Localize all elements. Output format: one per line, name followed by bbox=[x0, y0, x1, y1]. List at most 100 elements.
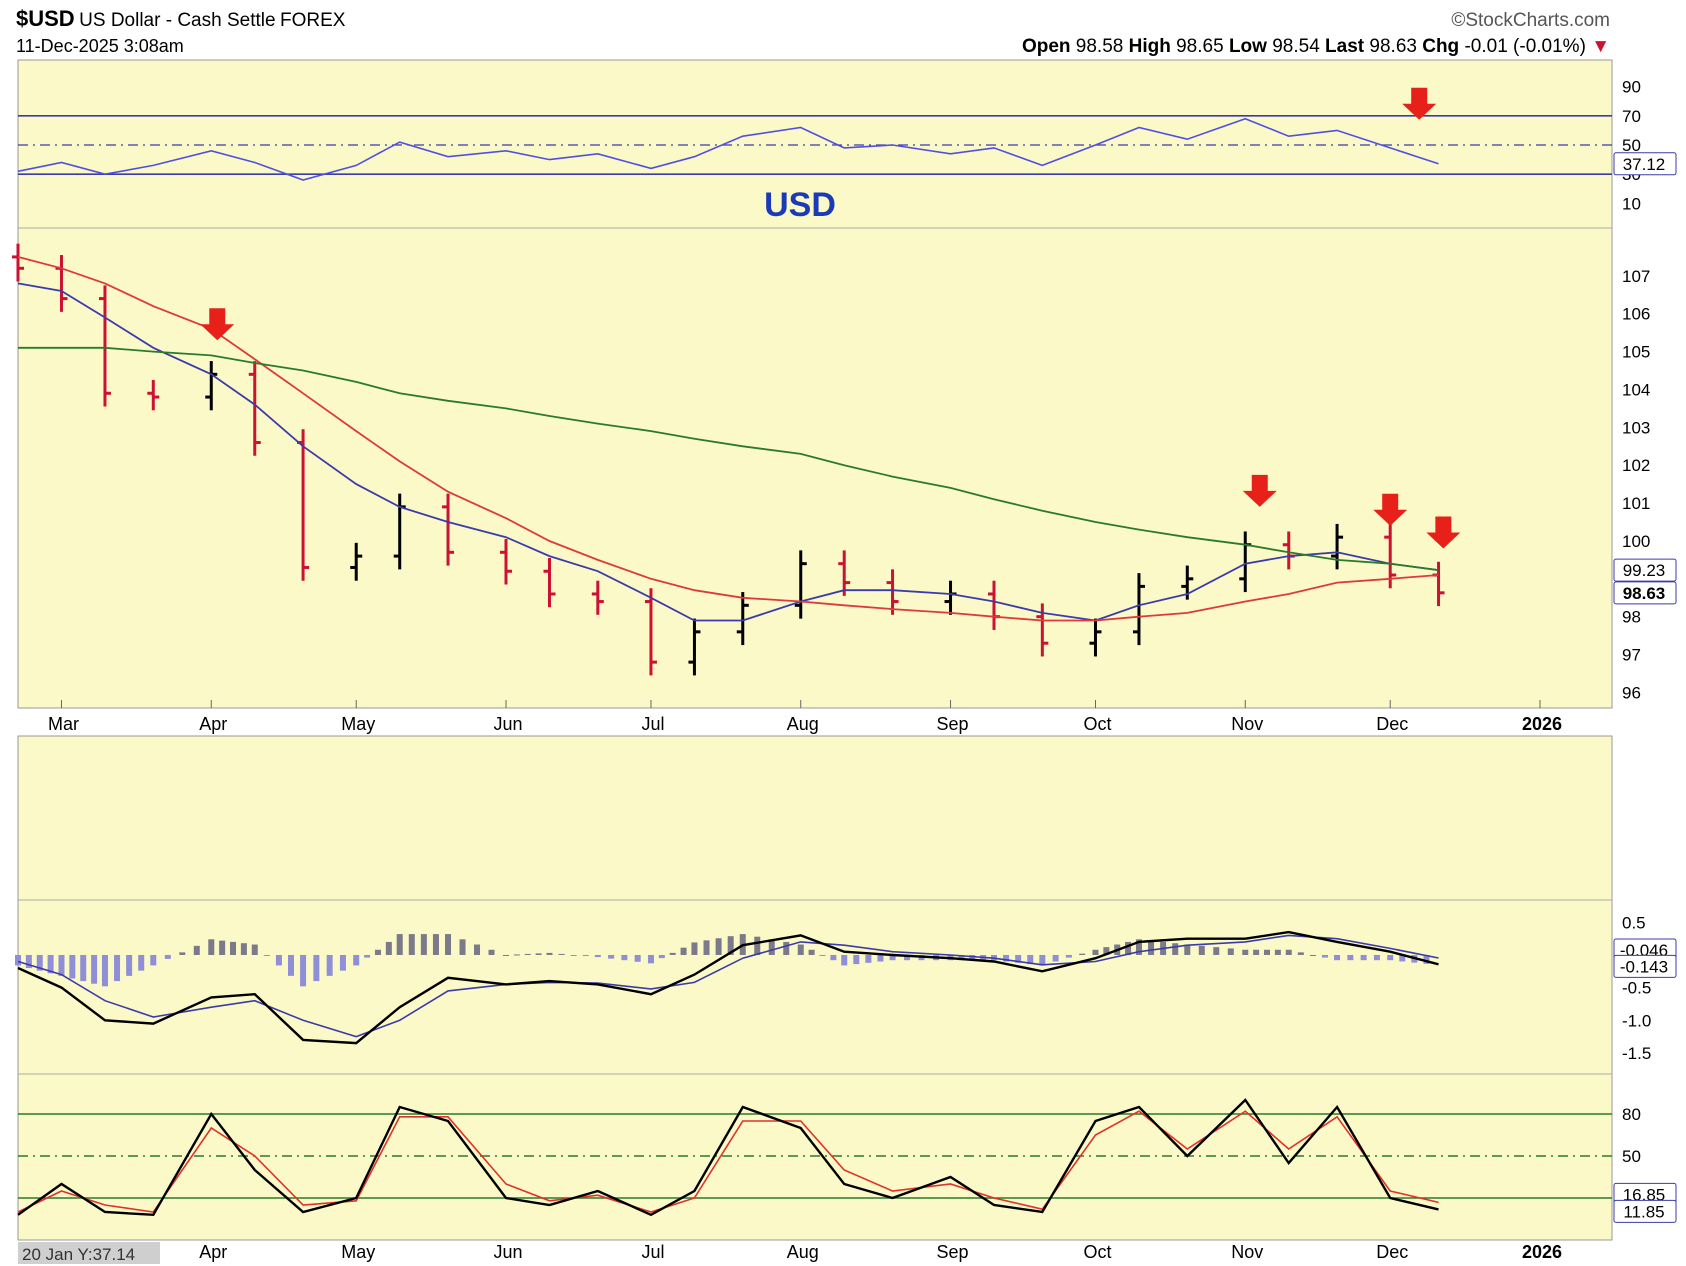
macd-histogram-bar bbox=[126, 954, 133, 976]
price-tick-label: 101 bbox=[1622, 494, 1650, 513]
macd-histogram-bar bbox=[179, 952, 186, 955]
price-down-arrow-icon bbox=[1426, 516, 1461, 549]
macd-histogram-bar bbox=[364, 954, 371, 958]
macd-histogram-bar bbox=[783, 941, 790, 955]
bottom-x-tick-label: Apr bbox=[199, 1242, 227, 1262]
price-down-arrow-icon bbox=[200, 308, 235, 341]
macd-histogram-bar bbox=[1423, 954, 1430, 964]
macd-histogram-bar bbox=[80, 954, 87, 982]
rsi-down-arrow-icon bbox=[1402, 87, 1437, 120]
macd-histogram-bar bbox=[830, 954, 837, 961]
macd-tick-label: -1.5 bbox=[1622, 1044, 1651, 1063]
macd-histogram-bar bbox=[164, 954, 171, 959]
macd-tick-label: -0.5 bbox=[1622, 979, 1651, 998]
macd-histogram-bar bbox=[570, 954, 577, 956]
sma-long-line bbox=[18, 346, 1439, 571]
macd-histogram-bar bbox=[1052, 954, 1059, 962]
macd-histogram-bar bbox=[727, 936, 734, 955]
macd-histogram-bar bbox=[1184, 944, 1191, 955]
price-x-tick-label: Dec bbox=[1376, 714, 1408, 734]
macd-histogram-bar bbox=[138, 954, 145, 971]
macd-histogram-bar bbox=[754, 936, 761, 955]
price-x-tick-label: Oct bbox=[1083, 714, 1111, 734]
macd-histogram-bar bbox=[420, 934, 427, 955]
chart-datetime: 11-Dec-2025 3:08am bbox=[16, 36, 184, 56]
macd-histogram-bar bbox=[25, 954, 32, 969]
rsi-tick-label: 50 bbox=[1622, 136, 1641, 155]
price-tick-label: 106 bbox=[1622, 305, 1650, 324]
macd-last-label-box bbox=[1613, 954, 1677, 978]
macd-histogram-bar bbox=[339, 954, 346, 971]
price-x-tick-label: Sep bbox=[937, 714, 969, 734]
quote-last: 98.63 bbox=[1369, 36, 1417, 57]
macd-histogram-bar bbox=[558, 953, 565, 955]
macd-histogram-bar bbox=[488, 949, 495, 955]
macd-line bbox=[17, 930, 1439, 1045]
bottom-x-tick-label: Sep bbox=[937, 1242, 969, 1262]
macd-histogram-bar bbox=[768, 939, 775, 955]
price-tick-label: 102 bbox=[1622, 456, 1650, 475]
macd-histogram-bar bbox=[715, 938, 722, 955]
macd-histogram-bar bbox=[865, 954, 872, 963]
stoch-last-label: 11.85 bbox=[1623, 1202, 1664, 1221]
rsi-tick-label: 70 bbox=[1622, 107, 1641, 126]
macd-histogram-bar bbox=[47, 954, 54, 974]
macd-histogram-bar bbox=[594, 954, 601, 958]
macd-histogram-bar bbox=[621, 954, 628, 961]
price-ma-label-box bbox=[1613, 558, 1677, 582]
macd-histogram-bar bbox=[287, 954, 294, 976]
macd-histogram-bar bbox=[150, 954, 157, 966]
macd-histogram-bar bbox=[1135, 939, 1142, 955]
price-x-tick-label: Jun bbox=[493, 714, 522, 734]
macd-histogram-bar bbox=[808, 949, 815, 955]
macd-histogram-bar bbox=[582, 954, 589, 957]
macd-histogram-bar bbox=[1387, 954, 1394, 961]
quote-high: 98.65 bbox=[1176, 36, 1224, 57]
price-x-tick-label: Mar bbox=[48, 714, 79, 734]
macd-histogram-bar bbox=[114, 954, 121, 982]
quote-low: 98.54 bbox=[1272, 36, 1320, 57]
quote-open: 98.58 bbox=[1075, 36, 1124, 57]
price-ma-label: 99.23 bbox=[1623, 561, 1666, 580]
macd-histogram-bar bbox=[503, 954, 510, 956]
macd-histogram-bar bbox=[958, 954, 965, 961]
macd-signal-line bbox=[17, 934, 1439, 1038]
price-x-tick-label: Jul bbox=[641, 714, 664, 734]
macd-histogram-bar bbox=[1373, 954, 1380, 961]
bottom-x-tick-label: Dec bbox=[1376, 1242, 1408, 1262]
macd-histogram-bar bbox=[513, 954, 520, 956]
price-tick-label: 100 bbox=[1622, 532, 1650, 551]
macd-histogram-bar bbox=[353, 954, 360, 966]
macd-histogram-bar bbox=[658, 954, 665, 959]
macd-histogram-bar bbox=[877, 954, 884, 962]
macd-histogram-bar bbox=[1065, 954, 1072, 958]
macd-histogram-bar bbox=[1172, 943, 1179, 955]
hover-label-box bbox=[18, 1242, 160, 1264]
quote-line: Open 98.58 High 98.65 Low 98.54 Last 98.… bbox=[1021, 36, 1610, 57]
symbol: $USD bbox=[16, 6, 75, 31]
price-tick-label: 105 bbox=[1622, 343, 1650, 362]
macd-histogram-bar bbox=[300, 954, 307, 987]
watermark: ©StockCharts.com bbox=[1451, 10, 1610, 31]
macd-histogram-bar bbox=[1264, 949, 1271, 955]
rsi-last-label: 37.12 bbox=[1623, 155, 1666, 174]
rsi-line bbox=[17, 117, 1439, 181]
price-down-arrow-icon bbox=[1373, 493, 1408, 526]
macd-histogram-bar bbox=[474, 944, 481, 955]
macd-histogram-bar bbox=[396, 934, 403, 955]
macd-histogram-bar bbox=[385, 941, 392, 955]
macd-histogram-bar bbox=[58, 954, 65, 976]
price-x-tick-label: Nov bbox=[1231, 714, 1263, 734]
price-x-tick-label: May bbox=[341, 714, 375, 734]
stoch-line bbox=[17, 1098, 1439, 1217]
macd-histogram-bar bbox=[1079, 953, 1086, 955]
price-rsi-panel-bg bbox=[17, 59, 1613, 709]
bottom-x-tick-label: Oct bbox=[1083, 1242, 1111, 1262]
macd-histogram-bar bbox=[1103, 947, 1110, 955]
macd-histogram-bar bbox=[275, 954, 282, 966]
macd-histogram-bar bbox=[1309, 954, 1316, 956]
macd-histogram-bar bbox=[647, 954, 654, 964]
price-x-tick-label: 2026 bbox=[1522, 714, 1562, 734]
rsi-tick-label: 10 bbox=[1622, 194, 1641, 213]
